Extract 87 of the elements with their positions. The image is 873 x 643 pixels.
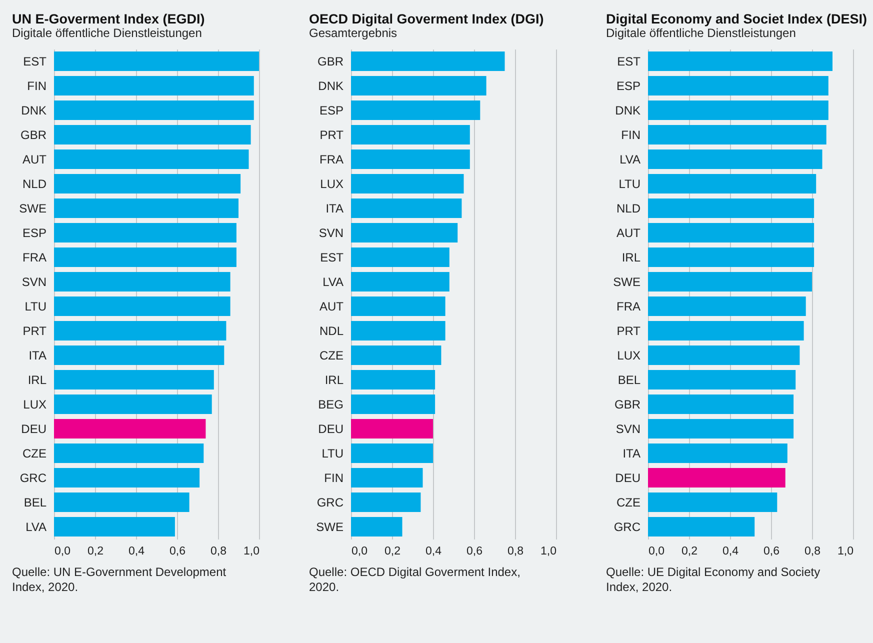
y-tick-label: LUX: [23, 397, 46, 412]
y-tick-label: LTU: [24, 299, 46, 314]
x-tick-label: 0,2: [88, 546, 104, 558]
y-tick-label: AUT: [320, 299, 344, 314]
x-tick-label: 0,4: [128, 546, 146, 558]
y-tick-label: SWE: [316, 520, 344, 534]
chart-subtitle: Gesamtergebnis: [309, 26, 398, 40]
y-tick-label: ESP: [22, 226, 46, 240]
y-tick-label: FRA: [616, 299, 640, 314]
y-tick-label: CZE: [320, 348, 344, 362]
y-tick-label: FIN: [621, 128, 640, 142]
y-tick-label: NLD: [616, 201, 641, 216]
y-tick-label: LUX: [320, 176, 344, 191]
y-tick-label: CZE: [616, 495, 640, 510]
x-tick-label: 0,6: [170, 546, 186, 558]
y-tick-label: EST: [617, 54, 642, 68]
y-tick-label: FRA: [22, 250, 46, 264]
y-tick-label: PRT: [616, 324, 642, 338]
y-tick-label: SVN: [318, 226, 344, 240]
x-tick-label: 0,2: [384, 546, 400, 558]
y-tick-label: GBR: [20, 128, 47, 142]
x-tick-label: 0,6: [764, 546, 780, 558]
y-tick-label: IRL: [622, 250, 641, 264]
x-tick-label: 0,8: [210, 546, 226, 558]
y-tick-label: AUT: [22, 152, 48, 166]
y-tick-label: FIN: [27, 78, 46, 93]
y-tick-label: PRT: [22, 324, 48, 338]
x-tick-label: 1,0: [838, 546, 854, 558]
y-tick-label: EST: [320, 250, 344, 264]
y-tick-label: IRL: [324, 372, 344, 387]
source-note: Quelle: UN E-Government Development Index, 2020.: [12, 565, 227, 594]
y-tick-label: ESP: [319, 103, 344, 118]
y-tick-label: SVN: [616, 422, 640, 436]
y-tick-label: LVA: [26, 520, 46, 534]
y-tick-label: LVA: [620, 152, 640, 166]
chart-title: OECD Digital Goverment Index (DGI): [309, 12, 544, 26]
source-note: Quelle: UE Digital Economy and Society Index, 2020.: [606, 565, 820, 594]
y-tick-label: SWE: [19, 201, 46, 216]
y-tick-label: GRC: [316, 495, 344, 510]
x-tick-label: 1,0: [540, 546, 556, 558]
chart-subtitle: Digitale öffentliche Dienstleistungen: [12, 26, 202, 40]
y-tick-label: ITA: [326, 201, 344, 216]
y-tick-label: LUX: [617, 348, 640, 362]
y-tick-label: IRL: [28, 372, 47, 387]
y-tick-label: AUT: [616, 226, 642, 240]
x-tick-label: 0,0: [352, 546, 368, 558]
y-tick-label: DEU: [615, 470, 640, 485]
y-tick-label: SWE: [613, 274, 640, 289]
y-tick-label: FRA: [320, 152, 344, 166]
x-tick-label: 0,0: [648, 546, 664, 558]
y-tick-label: ITA: [28, 348, 46, 362]
x-tick-label: 0,4: [426, 546, 442, 558]
y-tick-label: LVA: [322, 274, 344, 289]
y-tick-label: LTU: [618, 176, 640, 191]
source-note: Quelle: OECD Digital Goverment Index, 2020.: [309, 565, 520, 594]
y-tick-label: CZE: [22, 446, 46, 460]
x-tick-label: 0,8: [508, 546, 524, 558]
x-tick-label: 0,6: [466, 546, 482, 558]
y-tick-label: EST: [23, 54, 48, 68]
y-tick-label: GBR: [614, 397, 641, 412]
y-tick-label: GBR: [317, 54, 344, 68]
y-tick-label: GRC: [20, 470, 47, 485]
y-tick-label: ITA: [622, 446, 640, 460]
chart-title: UN E-Goverment Index (EGDI): [12, 12, 205, 26]
y-tick-label: PRT: [320, 128, 344, 142]
y-tick-label: SVN: [22, 274, 46, 289]
y-tick-label: BEG: [318, 397, 344, 412]
y-tick-label: LTU: [322, 446, 344, 460]
x-tick-label: 0,0: [54, 546, 70, 558]
x-tick-label: 1,0: [244, 546, 260, 558]
y-tick-label: DEU: [318, 422, 344, 436]
y-tick-label: DNK: [21, 103, 46, 118]
y-tick-label: DEU: [21, 422, 46, 436]
x-tick-label: 0,2: [682, 546, 698, 558]
y-tick-label: NLD: [22, 176, 47, 191]
y-tick-label: GRC: [614, 520, 641, 534]
y-tick-label: BEL: [24, 495, 47, 510]
chart-title: Digital Economy and Societ Index (DESI): [606, 12, 868, 26]
x-tick-label: 0,8: [804, 546, 820, 558]
x-tick-label: 0,4: [722, 546, 740, 558]
y-tick-label: DNK: [615, 103, 640, 118]
y-tick-label: ESP: [616, 78, 640, 93]
y-tick-label: FIN: [324, 470, 344, 485]
y-tick-label: NDL: [319, 324, 344, 338]
y-tick-label: BEL: [618, 372, 641, 387]
y-tick-label: DNK: [318, 78, 344, 93]
chart-subtitle: Digitale öffentliche Dienstleistungen: [606, 26, 796, 40]
